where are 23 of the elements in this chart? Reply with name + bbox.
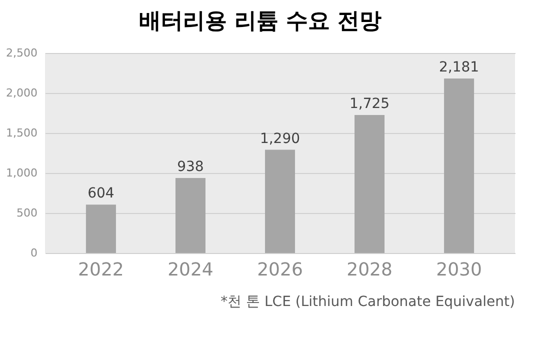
- bar: [86, 204, 116, 253]
- bar: [265, 150, 295, 253]
- x-tick-label: 2026: [257, 260, 303, 280]
- y-tick-label: 1,500: [6, 126, 38, 140]
- y-tick-label: 2,500: [6, 46, 38, 60]
- bar: [175, 178, 206, 253]
- x-tick-label: 2022: [78, 260, 124, 280]
- y-tick-label: 1,000: [6, 166, 38, 180]
- chart-title: 배터리용 리튬 수요 전망: [138, 9, 382, 34]
- data-label: 938: [177, 158, 204, 175]
- x-tick-label: 2030: [436, 260, 482, 280]
- data-label: 2,181: [439, 60, 480, 76]
- data-label: 604: [88, 186, 114, 202]
- bar: [354, 115, 385, 253]
- x-tick-label: 2028: [346, 260, 392, 280]
- bar: [444, 78, 474, 253]
- y-tick-label: 2,000: [6, 86, 38, 100]
- x-tick-label: 2024: [168, 260, 214, 280]
- data-label: 1,290: [260, 130, 300, 147]
- y-tick-label: 500: [16, 206, 38, 220]
- data-label: 1,725: [349, 96, 390, 112]
- y-tick-label: 0: [30, 246, 38, 260]
- text: *천 톤 LCE (Lithium Carbonate Equivalent): [220, 294, 515, 310]
